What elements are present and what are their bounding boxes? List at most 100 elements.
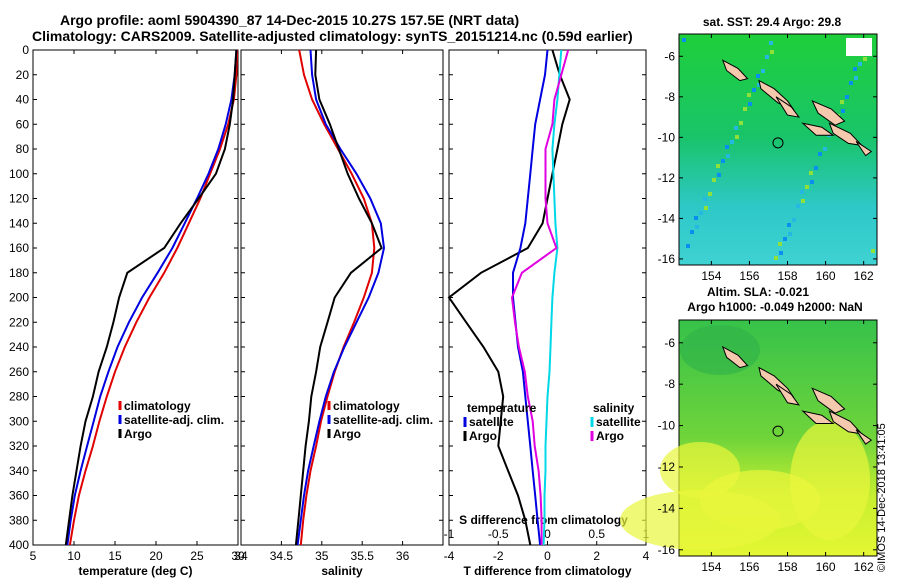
y-tick-label: 20 bbox=[16, 68, 30, 82]
sst-pixel bbox=[743, 107, 747, 111]
series-line-salinity-satellite bbox=[542, 49, 563, 546]
map-title-line-1: Altim. SLA: -0.021 bbox=[707, 285, 809, 299]
sst-pixel bbox=[735, 135, 739, 139]
x-tick-label: 35.5 bbox=[351, 549, 375, 563]
map-field bbox=[678, 33, 878, 266]
sst-pixel bbox=[752, 88, 756, 92]
series-line-satellite-adj-clim- bbox=[296, 49, 386, 546]
sst-pixel bbox=[726, 154, 730, 158]
island-shape bbox=[775, 96, 801, 118]
sst-pixel bbox=[858, 62, 862, 66]
y-tick-label: -8 bbox=[664, 90, 675, 104]
sst-pixel bbox=[712, 178, 716, 182]
series-line-argo bbox=[294, 49, 383, 546]
y-tick-label: 180 bbox=[9, 266, 29, 280]
y-tick-label: 260 bbox=[9, 365, 29, 379]
sst-pixel bbox=[809, 171, 813, 175]
y-tick-label: 380 bbox=[9, 513, 29, 527]
title-line-2: Climatology: CARS2009. Satellite-adjuste… bbox=[32, 28, 633, 44]
temperature-profile-frame bbox=[32, 49, 239, 546]
legend-label: satellite-adj. clim. bbox=[333, 413, 433, 427]
island-shape bbox=[811, 387, 846, 414]
legend-label: Argo bbox=[596, 429, 624, 443]
y-tick-label: 400 bbox=[9, 538, 29, 552]
y-tick-label: -12 bbox=[658, 460, 676, 474]
sst-map-panel: 154 156 158 160 162 -6 -8 -10 -12 -14 -16 sat. SST:… bbox=[658, 15, 878, 283]
x-axis-label: T difference from climatology bbox=[463, 564, 631, 578]
top-axis-tick-label: 0 bbox=[544, 527, 551, 541]
y-tick-label: -16 bbox=[658, 252, 676, 266]
sst-pixel bbox=[765, 55, 769, 59]
island-shape bbox=[811, 99, 846, 126]
x-tick-label: 0 bbox=[544, 549, 551, 563]
x-axis-label: temperature (deg C) bbox=[78, 564, 192, 578]
sst-pixel bbox=[783, 237, 787, 241]
legend-label: satellite-adj. clim. bbox=[124, 413, 224, 427]
sst-pixel bbox=[695, 225, 699, 229]
x-tick-label: 158 bbox=[778, 269, 798, 283]
sst-pixel bbox=[818, 152, 822, 156]
x-tick-label: 154 bbox=[701, 269, 721, 283]
sst-pixel bbox=[854, 76, 858, 80]
sst-pixel bbox=[788, 232, 792, 236]
top-axis-tick-label: -1 bbox=[444, 527, 455, 541]
x-tick-label: 30 bbox=[231, 549, 245, 563]
sst-pixel bbox=[778, 242, 782, 246]
island-shape bbox=[828, 122, 864, 147]
sst-pixel bbox=[748, 102, 752, 106]
sst-pixel bbox=[694, 216, 698, 220]
sst-pixel bbox=[734, 126, 738, 130]
argo-location-marker bbox=[772, 137, 784, 149]
legend-label: satellite bbox=[469, 415, 514, 429]
sla-anomaly-blob bbox=[790, 420, 870, 540]
y-tick-label: -16 bbox=[658, 543, 676, 557]
y-tick-label: 140 bbox=[9, 216, 29, 230]
sst-pixel bbox=[853, 67, 857, 71]
y-tick-label: -12 bbox=[658, 171, 676, 185]
sla-anomaly-blob bbox=[680, 325, 760, 375]
sst-pixel bbox=[703, 197, 707, 201]
x-tick-label: 160 bbox=[816, 269, 836, 283]
land-mask-patch bbox=[846, 38, 872, 56]
x-tick-label: 34.5 bbox=[270, 549, 294, 563]
sst-pixel bbox=[770, 50, 774, 54]
sst-pixel bbox=[805, 185, 809, 189]
series-line-temperature-argo bbox=[447, 49, 571, 546]
sst-pixel bbox=[716, 164, 720, 168]
island-shape bbox=[721, 345, 749, 369]
y-tick-label: -14 bbox=[658, 211, 676, 225]
series-line-argo bbox=[64, 49, 238, 546]
sst-pixel bbox=[704, 206, 708, 210]
x-tick-label: 154 bbox=[701, 560, 721, 574]
x-tick-label: 25 bbox=[190, 549, 204, 563]
sst-pixel bbox=[708, 192, 712, 196]
series-line-satellite-adj-clim- bbox=[66, 49, 238, 546]
top-axis-tick-label: -0.5 bbox=[488, 527, 509, 541]
y-tick-label: 60 bbox=[16, 117, 30, 131]
sst-pixel bbox=[739, 121, 743, 125]
y-tick-label: -14 bbox=[658, 501, 676, 515]
sst-pixel bbox=[871, 249, 875, 253]
island-shape bbox=[721, 59, 749, 82]
y-tick-label: 40 bbox=[16, 93, 30, 107]
sst-pixel bbox=[845, 95, 849, 99]
x-tick-label: 5 bbox=[30, 549, 37, 563]
salinity-profile-frame bbox=[240, 49, 444, 546]
x-tick-label: 20 bbox=[149, 549, 163, 563]
y-tick-label: 0 bbox=[22, 43, 29, 57]
difference-profile-frame bbox=[448, 49, 647, 546]
x-axis-label: salinity bbox=[321, 564, 363, 578]
sst-pixel bbox=[863, 57, 867, 61]
x-tick-label: 156 bbox=[739, 560, 759, 574]
x-tick-label: 35 bbox=[315, 549, 329, 563]
island-shape bbox=[855, 429, 873, 445]
x-tick-label: 10 bbox=[67, 549, 81, 563]
sst-pixel bbox=[792, 218, 796, 222]
y-tick-label: 320 bbox=[9, 439, 29, 453]
y-tick-label: 360 bbox=[9, 489, 29, 503]
y-tick-label: -8 bbox=[664, 377, 675, 391]
sst-pixel bbox=[721, 159, 725, 163]
x-tick-label: -4 bbox=[444, 549, 455, 563]
